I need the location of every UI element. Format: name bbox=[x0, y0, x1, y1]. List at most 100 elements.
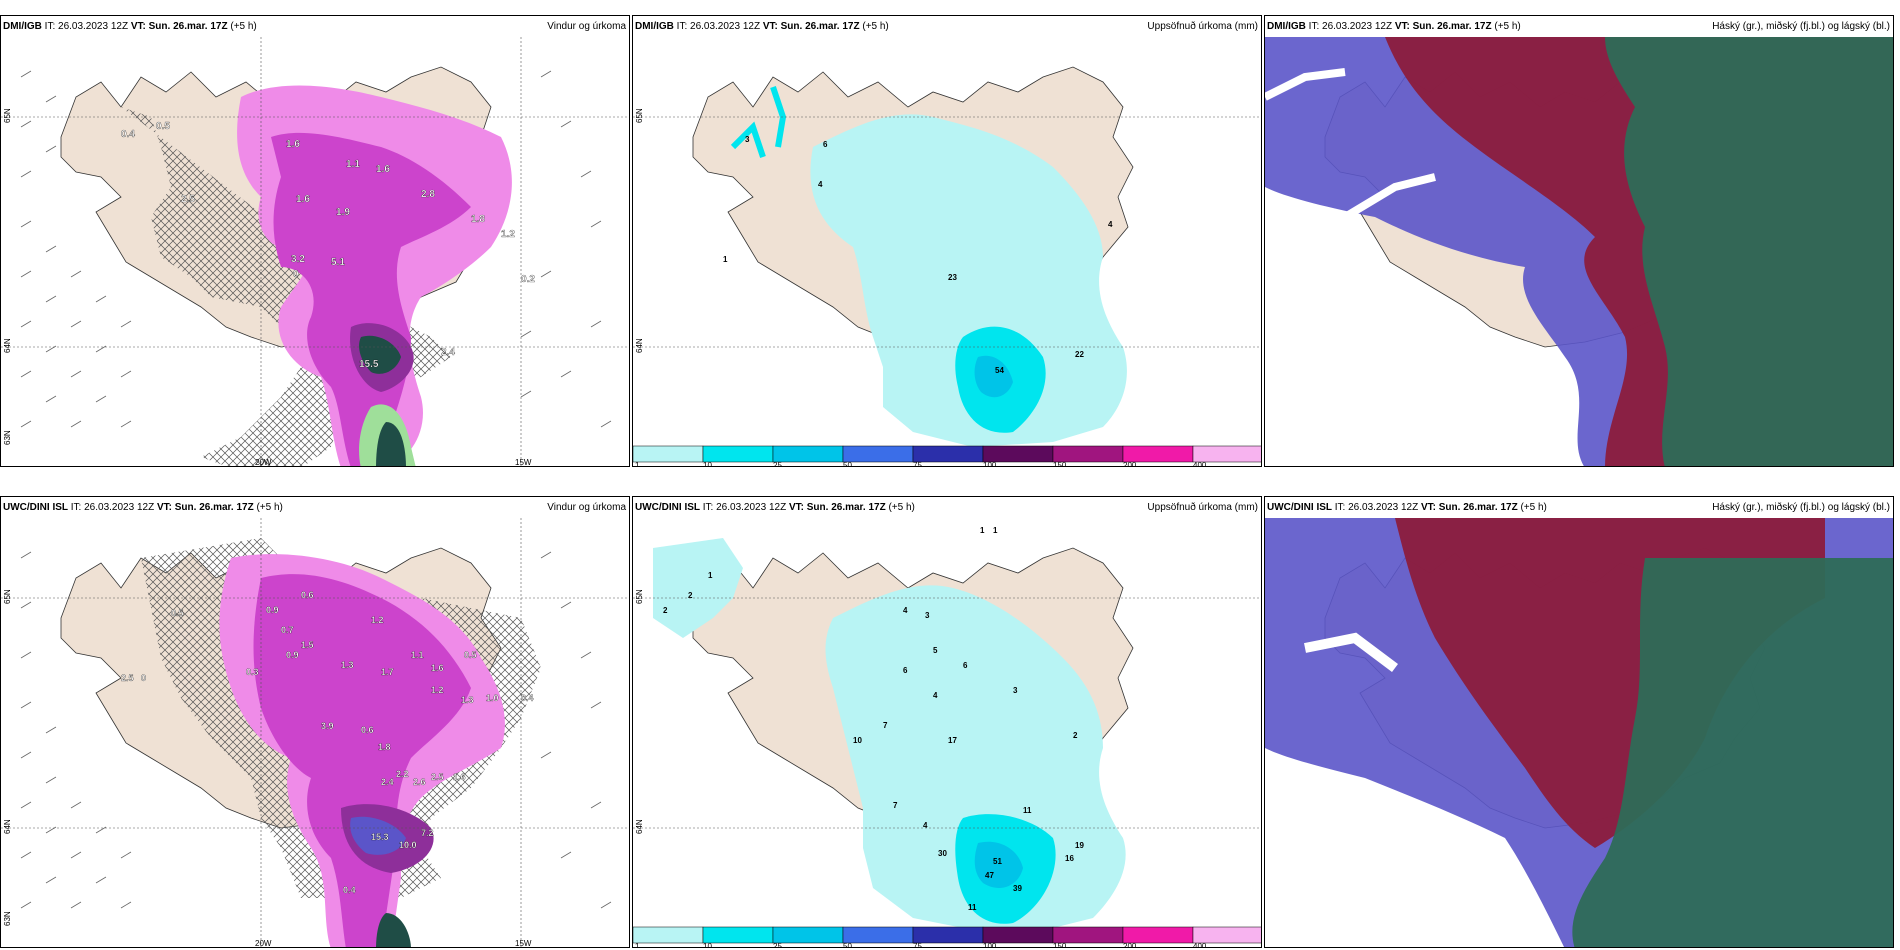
map-panel-uwc-accum-precip: UWC/DINI ISL IT: 26.03.2023 12Z VT: Sun.… bbox=[632, 496, 1262, 948]
colorbar-tick: 10 bbox=[703, 942, 712, 948]
colorbar-swatch bbox=[842, 445, 914, 463]
value-label: 0.5 bbox=[156, 121, 170, 132]
value-label: 1 bbox=[980, 526, 985, 535]
lead-time: (+5 h) bbox=[862, 21, 889, 32]
precip-value-labels: 0.5 0.4 1.6 1.1 1.6 2.5 1.6 2.8 1.9 1.8 … bbox=[121, 121, 536, 370]
colorbar-swatch bbox=[842, 926, 914, 944]
value-label: 6 bbox=[903, 666, 908, 675]
value-label: 0.6 bbox=[301, 590, 314, 600]
colorbar-swatch bbox=[772, 445, 844, 463]
value-label: 1.8 bbox=[471, 214, 485, 225]
model-source: DMI/IGB bbox=[3, 21, 42, 32]
value-label: 1.1 bbox=[411, 650, 424, 660]
lat-label: 64N bbox=[635, 819, 644, 834]
value-label: 4 bbox=[903, 606, 908, 615]
value-label: 6 bbox=[963, 661, 968, 670]
model-source: DMI/IGB bbox=[1267, 21, 1306, 32]
map-panel-dmi-clouds: DMI/IGB IT: 26.03.2023 12Z VT: Sun. 26.m… bbox=[1264, 15, 1894, 467]
value-label: 16 bbox=[1065, 854, 1074, 863]
colorbar-swatch bbox=[982, 926, 1054, 944]
value-label: 54 bbox=[995, 366, 1004, 375]
model-source: UWC/DINI ISL bbox=[3, 502, 68, 513]
colorbar-tick: 1 bbox=[635, 461, 640, 467]
colorbar-swatch bbox=[982, 445, 1054, 463]
value-label: 6 bbox=[823, 140, 828, 149]
panel-header: DMI/IGB IT: 26.03.2023 12Z VT: Sun. 26.m… bbox=[1265, 16, 1893, 37]
panel-header: DMI/IGB IT: 26.03.2023 12Z VT: Sun. 26.m… bbox=[633, 16, 1261, 37]
colorbar-tick: 25 bbox=[773, 461, 782, 467]
lead-time: (+5 h) bbox=[1520, 502, 1547, 513]
colorbar-swatch bbox=[702, 926, 774, 944]
value-label: 2.5 bbox=[431, 772, 444, 782]
accum-area-25 bbox=[974, 841, 1023, 888]
lon-label: 15W bbox=[515, 939, 532, 948]
value-label: 5.1 bbox=[331, 257, 345, 268]
graticule-labels: 65N 64N 63N 20W 15W bbox=[3, 108, 532, 467]
colorbar-swatch bbox=[1192, 926, 1261, 944]
map-panel-uwc-wind-precip: UWC/DINI ISL IT: 26.03.2023 12Z VT: Sun.… bbox=[0, 496, 630, 948]
colorbar-swatch bbox=[1192, 445, 1261, 463]
value-label: 3.9 bbox=[321, 721, 334, 731]
value-label: 7 bbox=[883, 721, 888, 730]
value-label: 1.2 bbox=[371, 615, 384, 625]
lead-time: (+5 h) bbox=[1494, 21, 1521, 32]
value-label: 22 bbox=[1075, 350, 1084, 359]
cloud-low-layer bbox=[1605, 37, 1893, 466]
colorbar-swatch bbox=[633, 445, 704, 463]
value-label: 30 bbox=[938, 849, 947, 858]
accum-precip-map: 3 6 4 1 4 23 54 22 65N 64N 1 bbox=[633, 37, 1261, 467]
lead-time: (+5 h) bbox=[888, 502, 915, 513]
value-label: 0 bbox=[293, 269, 299, 280]
valid-time-label: VT: bbox=[156, 502, 172, 513]
lon-label: 15W bbox=[515, 458, 532, 467]
value-label: 17 bbox=[948, 736, 957, 745]
precip-area-moderate bbox=[253, 574, 471, 947]
colorbar-swatch bbox=[702, 445, 774, 463]
value-label: 1.3 bbox=[341, 660, 354, 670]
colorbar: 1 10 25 50 75 100 150 200 400 bbox=[633, 445, 1261, 467]
value-label: 1.6 bbox=[376, 164, 390, 175]
valid-time: Sun. 26.mar. 17Z bbox=[1412, 21, 1492, 32]
colorbar-tick: 50 bbox=[843, 461, 852, 467]
value-label: 23 bbox=[948, 273, 957, 282]
value-label: 0.2 bbox=[521, 274, 535, 285]
value-label: 39 bbox=[1013, 884, 1022, 893]
accum-value-labels: 2 2 1 4 3 6 5 6 4 3 2 7 10 17 7 4 30 51 … bbox=[663, 526, 1084, 912]
value-label: 15.3 bbox=[371, 832, 389, 842]
panel-title: Háský (gr.), miðský (fj.bl.) og lágský (… bbox=[1712, 21, 1890, 32]
colorbar-tick: 50 bbox=[843, 942, 852, 948]
valid-time: Sun. 26.mar. 17Z bbox=[148, 21, 228, 32]
value-label: 0.9 bbox=[286, 650, 299, 660]
value-label: 1.5 bbox=[301, 640, 314, 650]
value-label: 1.0 bbox=[486, 693, 499, 703]
value-label: 0.9 bbox=[266, 605, 279, 615]
value-label: 5 bbox=[933, 646, 938, 655]
clear-sky-gap bbox=[1265, 68, 1436, 241]
panel-title: Vindur og úrkoma bbox=[547, 21, 626, 32]
value-label: 0.5 bbox=[171, 608, 184, 618]
colorbar-swatch bbox=[1052, 445, 1124, 463]
cloud-map bbox=[1265, 37, 1893, 466]
value-label: 0.5 bbox=[464, 650, 477, 660]
valid-time-label: VT: bbox=[762, 21, 778, 32]
value-label: 7 bbox=[893, 801, 898, 810]
lat-label: 65N bbox=[635, 108, 644, 123]
init-time: IT: 26.03.2023 12Z bbox=[702, 502, 787, 513]
lat-label: 65N bbox=[3, 108, 12, 123]
value-label: 10.0 bbox=[399, 840, 417, 850]
valid-time: Sun. 26.mar. 17Z bbox=[1438, 502, 1518, 513]
value-label: 1.9 bbox=[336, 207, 350, 218]
value-label: 51 bbox=[993, 857, 1002, 866]
value-label: 3.2 bbox=[291, 254, 305, 265]
value-label: 1.6 bbox=[453, 772, 466, 782]
colorbar-swatch bbox=[912, 445, 984, 463]
wind-precip-map: 0.5 0.9 0.6 0.7 1.2 1.5 2.5 0 0.9 1.1 1.… bbox=[1, 518, 629, 948]
lat-label: 65N bbox=[635, 589, 644, 604]
colorbar-tick: 400 bbox=[1193, 461, 1207, 467]
value-label: 47 bbox=[985, 871, 994, 880]
colorbar-tick: 400 bbox=[1193, 942, 1207, 948]
value-label: 2.4 bbox=[381, 777, 394, 787]
value-label: 2.6 bbox=[413, 777, 426, 787]
value-label: 0.4 bbox=[343, 885, 356, 895]
valid-time: Sun. 26.mar. 17Z bbox=[780, 21, 860, 32]
